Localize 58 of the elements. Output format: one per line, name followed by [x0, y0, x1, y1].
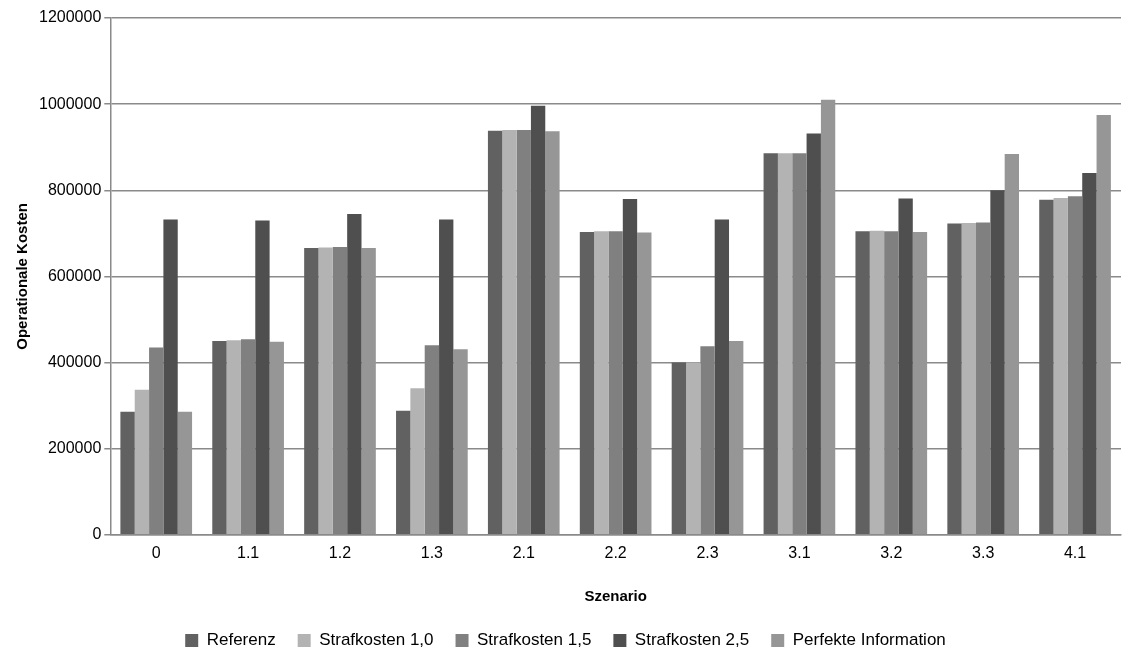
- bar: [120, 411, 135, 535]
- x-tick-label: 3.3: [972, 543, 995, 561]
- bar: [806, 133, 821, 535]
- bar: [530, 105, 546, 535]
- bar: [898, 198, 913, 535]
- bar: [990, 190, 1005, 535]
- legend-label: Referenz: [206, 630, 276, 650]
- bar: [1039, 199, 1054, 535]
- x-tick-label: 4.1: [1063, 543, 1087, 561]
- y-axis-title: Operationale Kosten: [13, 203, 31, 350]
- bar: [763, 153, 778, 535]
- bar: [671, 362, 687, 535]
- x-tick-label: 3.1: [788, 543, 811, 561]
- bar: [226, 340, 241, 535]
- bar: [487, 130, 503, 535]
- legend-label: Strafkosten 1,5: [477, 630, 592, 650]
- bar: [1053, 198, 1068, 535]
- x-tick-label: 1.1: [236, 543, 260, 561]
- bar: [255, 220, 270, 535]
- x-tick-label: 3.2: [880, 543, 903, 561]
- y-tick-label: 600000: [47, 266, 102, 284]
- legend-label: Perfekte Information: [792, 630, 946, 650]
- bar: [777, 153, 793, 535]
- bar: [212, 341, 227, 535]
- bar: [304, 247, 319, 535]
- bar: [347, 213, 362, 535]
- bar: [961, 223, 977, 535]
- bar: [163, 219, 178, 535]
- y-tick-label: 1000000: [38, 94, 102, 112]
- bar: [869, 230, 885, 535]
- x-tick-label: 1.2: [328, 543, 352, 561]
- x-axis-title: Szenario: [584, 587, 647, 605]
- legend-label: Strafkosten 1,0: [319, 630, 434, 650]
- bar: [410, 388, 425, 535]
- x-tick-label: 2.3: [696, 543, 719, 561]
- bar: [134, 389, 150, 535]
- bar: [579, 232, 595, 535]
- bar: [594, 231, 609, 535]
- bar: [439, 219, 454, 535]
- x-tick-label: 2.2: [604, 543, 627, 561]
- y-tick-label: 1200000: [38, 8, 102, 26]
- x-tick-label: 0: [151, 543, 161, 561]
- bar: [396, 410, 411, 535]
- y-tick-label: 0: [92, 525, 102, 543]
- bar: [622, 198, 638, 535]
- bar: [714, 219, 730, 535]
- x-tick-label: 1.3: [420, 543, 444, 561]
- y-tick-label: 800000: [47, 180, 102, 198]
- bar: [318, 247, 333, 535]
- legend-label: Strafkosten 2,5: [634, 630, 750, 650]
- bar: [855, 231, 870, 535]
- bar: [947, 223, 962, 535]
- bar: [1082, 173, 1097, 535]
- bar: [502, 129, 517, 535]
- bar: [686, 362, 701, 535]
- x-tick-label: 2.1: [512, 543, 535, 561]
- y-tick-label: 200000: [47, 439, 102, 457]
- y-tick-label: 400000: [47, 352, 102, 370]
